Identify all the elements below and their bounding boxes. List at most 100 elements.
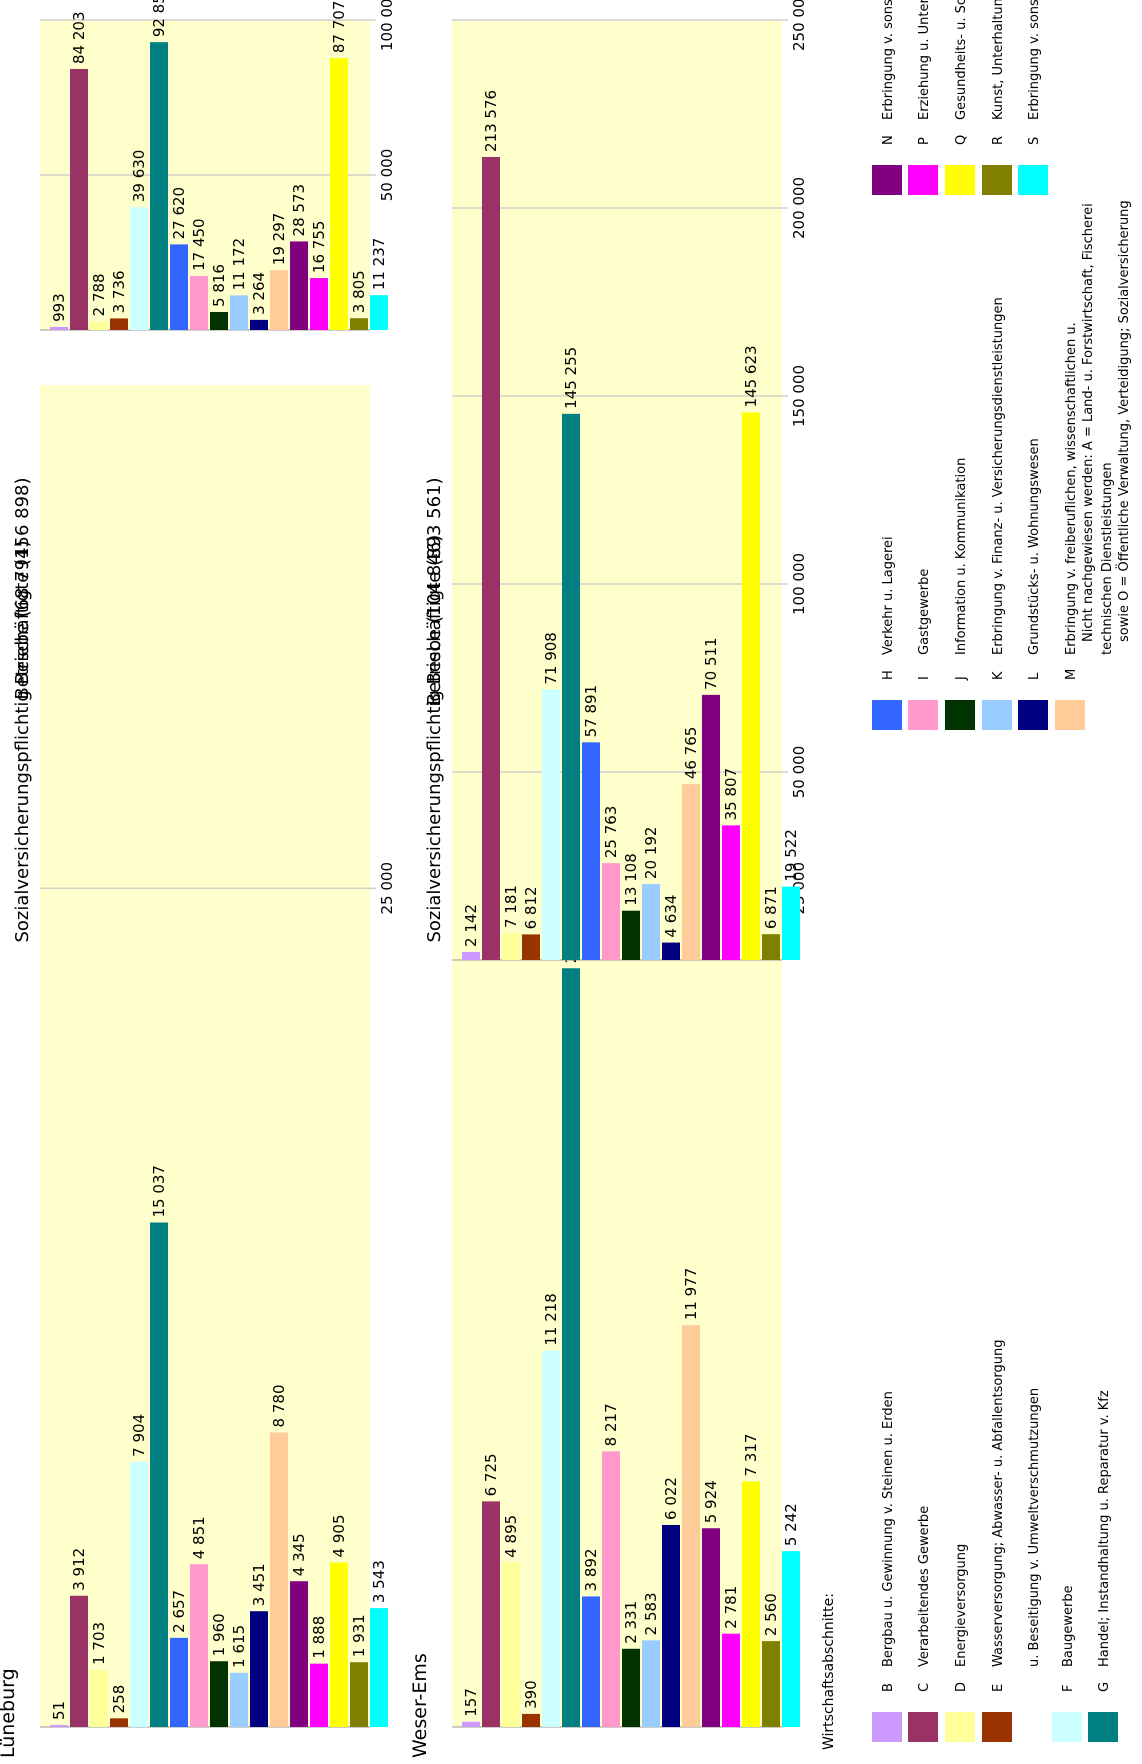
legend-note: Nicht nachgewiesen werden: A = Land- u. …: [1081, 203, 1096, 642]
legend-swatch: [945, 700, 975, 730]
data-label: 1 960: [210, 1613, 228, 1656]
bar-J: [622, 910, 640, 960]
bar-S: [370, 1608, 388, 1727]
legend-label: Information u. Kommunikation: [954, 458, 969, 655]
bar-D: [90, 321, 108, 330]
legend-item-B: B Bergbau u. Gewinnung v. Steinen u. Erde…: [872, 1391, 902, 1742]
legend-item-P: P Erziehung u. Unterricht: [908, 0, 938, 195]
data-label: 5 242: [782, 1503, 800, 1546]
data-label: 1 931: [350, 1614, 368, 1657]
legend-code: E: [991, 1684, 1006, 1692]
legend-item-N: N Erbringung v. sonstigen wirtschaftliche…: [872, 0, 902, 195]
data-label: 7 904: [130, 1414, 148, 1457]
bar-Q: [330, 1562, 348, 1727]
data-label: 11 218: [542, 1293, 560, 1346]
tick-label: 250 000: [790, 0, 808, 51]
bar-E: [522, 1713, 540, 1727]
bar-R: [762, 1641, 780, 1727]
legend-swatch: [908, 165, 938, 195]
legend-label: Verarbeitendes Gewerbe: [917, 1506, 932, 1667]
data-label: 3 543: [370, 1560, 388, 1603]
plot-area: [452, 20, 782, 960]
chart-panel-4: 50 000 100 000 150 000 200 000 250 000 2 142 2…: [424, 0, 808, 961]
bar-C: [70, 1595, 88, 1727]
legend-swatch: [908, 1712, 938, 1742]
legend-item-S: S Erbringung v. sonstigen Dienstleistunge…: [1018, 0, 1048, 195]
data-label: 213 576: [482, 90, 500, 152]
bar-P: [722, 1633, 740, 1727]
bar-G: [562, 968, 580, 1727]
legend-code: S: [1027, 137, 1042, 145]
legend-code: C: [917, 1683, 932, 1692]
region-label: Lüneburg: [0, 1668, 19, 1758]
legend-code: N: [881, 135, 896, 145]
legend-label: Verkehr u. Lagerei: [881, 536, 896, 655]
data-label: 4 345: [290, 1533, 308, 1576]
legend-code: P: [917, 137, 932, 145]
bar-I: [602, 1451, 620, 1727]
data-label: 6 871: [762, 886, 780, 929]
data-label: 51: [50, 1701, 68, 1720]
bar-S: [782, 1551, 800, 1727]
legend-code: B: [881, 1683, 896, 1692]
tick-label: 150 000: [790, 365, 808, 427]
bar-I: [602, 863, 620, 960]
bar-J: [210, 311, 228, 330]
region-label: Weser-Ems: [409, 1653, 431, 1758]
data-label: 28 573: [290, 184, 308, 237]
data-label: 8 217: [602, 1403, 620, 1446]
bar-K: [230, 1672, 248, 1727]
legend-swatch: [1052, 1712, 1082, 1742]
bar-B: [50, 326, 68, 330]
legend-item-R: R Kunst, Unterhaltung u. Erholung: [982, 0, 1012, 195]
bar-M: [682, 1325, 700, 1727]
data-label: 2 142: [462, 904, 480, 947]
data-label: 17 450: [190, 218, 208, 271]
data-label: 71 908: [542, 632, 560, 685]
legend-label: Erbringung v. sonstigen wirtschaftlichen…: [881, 0, 896, 120]
legend: Wirtschaftsabschnitte: B Bergbau u. Gewinn…: [821, 0, 1132, 1750]
legend-label: Gesundheits- u. Sozialwesen: [954, 0, 969, 120]
data-label: 5 816: [210, 264, 228, 307]
data-label: 1 615: [230, 1625, 248, 1668]
tick-label: 50 000: [790, 746, 808, 799]
legend-label: u. Beseitigung v. Umweltverschmutzungen: [1027, 1388, 1042, 1667]
legend-swatch: [872, 165, 902, 195]
legend-item-H: H Verkehr u. Lagerei: [872, 536, 902, 730]
legend-swatch: [872, 1712, 902, 1742]
data-label: 7 317: [742, 1434, 760, 1477]
data-label: 4 895: [502, 1515, 520, 1558]
data-label: 5 924: [702, 1480, 720, 1523]
legend-item-F: F Baugewerbe: [1052, 1585, 1082, 1742]
legend-code: H: [881, 670, 896, 680]
legend-code: M: [1064, 669, 1079, 680]
chart-title: Sozialversicherungspflichtig Beschäftigt…: [12, 477, 33, 942]
bar-K: [642, 884, 660, 960]
legend-swatch: [945, 1712, 975, 1742]
data-label: 6 022: [662, 1477, 680, 1520]
legend-label: Bergbau u. Gewinnung v. Steinen u. Erden: [881, 1391, 896, 1667]
bar-L: [250, 319, 268, 330]
bar-H: [170, 1637, 188, 1727]
data-label: 27 620: [170, 187, 188, 240]
legend-swatch: [945, 165, 975, 195]
legend-code: I: [917, 676, 932, 680]
data-label: 258: [110, 1685, 128, 1714]
data-label: 92 852: [150, 0, 168, 37]
legend-code: R: [991, 136, 1006, 145]
data-label: 3 892: [582, 1548, 600, 1591]
legend-heading: Wirtschaftsabschnitte:: [821, 1593, 837, 1750]
data-label: 46 765: [682, 727, 700, 780]
legend-code: Q: [954, 135, 969, 145]
legend-item-K: K Erbringung v. Finanz- u. Versicherungsd…: [982, 297, 1012, 730]
bar-J: [622, 1648, 640, 1727]
bar-B: [50, 1725, 68, 1727]
data-label: 3 451: [250, 1563, 268, 1606]
data-label: 3 264: [250, 272, 268, 315]
bar-L: [662, 1524, 680, 1727]
bar-L: [662, 942, 680, 960]
legend-label: Erziehung u. Unterricht: [917, 0, 932, 120]
data-label: 1 703: [90, 1622, 108, 1665]
data-label: 6 725: [482, 1453, 500, 1496]
data-label: 20 192: [642, 827, 660, 880]
